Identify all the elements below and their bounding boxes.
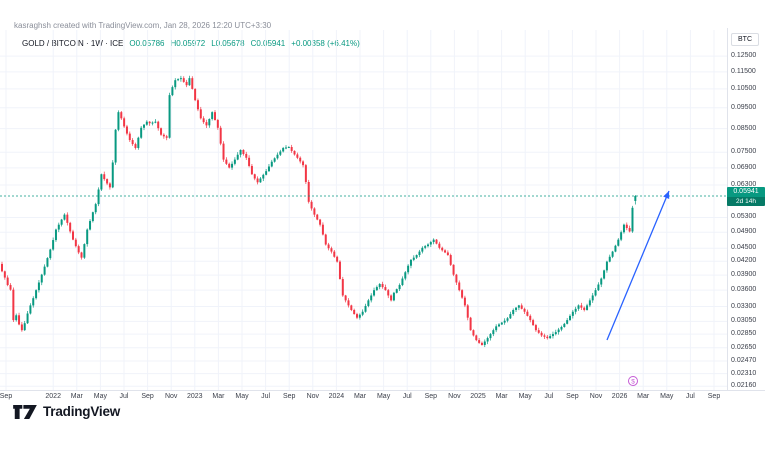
price-axis-label: 0.03600: [731, 286, 757, 294]
price-axis-label: 0.05300: [731, 213, 757, 221]
ohlc-change: +0.00358 (+6.41%): [291, 39, 360, 48]
time-axis-label: 2022: [45, 393, 61, 400]
time-axis-label: Jul: [119, 393, 129, 400]
candles[interactable]: [1, 75, 637, 348]
time-axis-label: Jul: [685, 393, 695, 400]
trend-arrow-head: [663, 191, 670, 199]
time-axis-label: Nov: [589, 393, 603, 400]
time-axis-label: 2026: [611, 393, 628, 400]
time-axis-label: Mar: [495, 393, 508, 400]
time-axis-label: 2023: [187, 393, 203, 400]
price-axis-label: 0.02310: [731, 369, 757, 377]
time-axis-label: Sep: [707, 393, 721, 400]
price-axis-label: 0.03900: [731, 271, 757, 279]
price-axis-label: 0.03050: [731, 317, 757, 325]
price-axis-border: [727, 28, 728, 390]
time-axis-label: Jul: [402, 393, 412, 400]
snapshot-attribution: kasraghsh created with TradingView.com, …: [14, 21, 272, 30]
tradingview-wordmark: TradingView: [43, 404, 121, 419]
time-axis-label: Mar: [70, 393, 83, 400]
price-axis-label: 0.07500: [731, 148, 757, 156]
time-axis-label: Nov: [164, 393, 178, 400]
time-axis-label: Jul: [261, 393, 271, 400]
time-axis-label: Sep: [0, 393, 13, 400]
event-marker[interactable]: [628, 376, 638, 386]
ohlc-low: L0.05678: [211, 39, 245, 48]
price-axis-label: 0.03300: [731, 302, 757, 310]
time-axis-label: Mar: [353, 393, 367, 400]
time-axis-label: Sep: [141, 393, 154, 400]
price-axis[interactable]: 0.12500 0.11500 0.10500 0.09500 0.08500 0.075…: [727, 0, 765, 390]
price-axis-label: 0.10500: [731, 84, 757, 92]
time-axis[interactable]: Sep 2022 Mar May Jul Sep Nov 2023 Mar May Jul Sep No…: [0, 393, 765, 403]
time-axis-label: 2024: [328, 393, 345, 400]
time-axis-label: Sep: [282, 393, 296, 400]
time-axis-label: Mar: [212, 393, 225, 400]
price-axis-label: 0.04200: [731, 257, 757, 265]
time-axis-label: May: [235, 393, 249, 400]
symbol-title[interactable]: GOLD / BITCOIN · 1W · ICE: [22, 39, 124, 48]
current-price-value: 0.05941: [727, 187, 765, 197]
time-axis-label: May: [518, 393, 532, 400]
price-axis-label: 0.09500: [731, 103, 757, 111]
price-axis-label: 0.02160: [731, 382, 757, 390]
time-axis-label: Mar: [637, 393, 650, 400]
time-axis-label: Sep: [566, 393, 579, 400]
price-axis-label: 0.02650: [731, 343, 757, 351]
time-axis-label: Nov: [448, 393, 461, 400]
price-axis-label: 0.02850: [731, 330, 757, 338]
price-axis-label: 0.02470: [731, 356, 757, 364]
price-axis-label: 0.08500: [731, 124, 757, 132]
price-axis-label: 0.11500: [731, 67, 756, 75]
trend-arrow[interactable]: [606, 190, 670, 341]
price-axis-label: 0.06300: [731, 180, 757, 188]
time-axis-label: Nov: [306, 393, 320, 400]
time-axis-label: May: [660, 393, 674, 400]
ohlc-close: C0.05941: [250, 39, 286, 48]
bar-countdown: 2d 14h: [727, 197, 765, 206]
time-axis-label: 2025: [470, 393, 486, 400]
tradingview-logo-icon: [13, 404, 37, 419]
time-axis-label: May: [376, 393, 391, 400]
time-axis-label: May: [93, 393, 108, 400]
tradingview-logo[interactable]: TradingView: [13, 404, 120, 419]
time-axis-label: Jul: [544, 393, 554, 400]
price-axis-label: 0.12500: [731, 52, 757, 60]
ohlc-high: H0.05972: [170, 39, 206, 48]
gridlines: [0, 30, 727, 390]
time-axis-label: Sep: [424, 393, 438, 400]
ohlc-open: O0.05786: [129, 39, 165, 48]
price-axis-label: 0.06900: [731, 163, 757, 171]
symbol-legend[interactable]: GOLD / BITCOIN · 1W · ICE O0.05786 H0.05…: [22, 39, 360, 48]
current-price-badge: 0.05941 2d 14h: [727, 187, 765, 206]
time-axis-border: [0, 390, 765, 391]
price-axis-label: 0.04900: [731, 228, 757, 236]
price-axis-unit-badge: BTC: [731, 33, 759, 46]
price-axis-label: 0.04500: [731, 244, 757, 252]
event-marker-glyph: $: [631, 378, 635, 385]
